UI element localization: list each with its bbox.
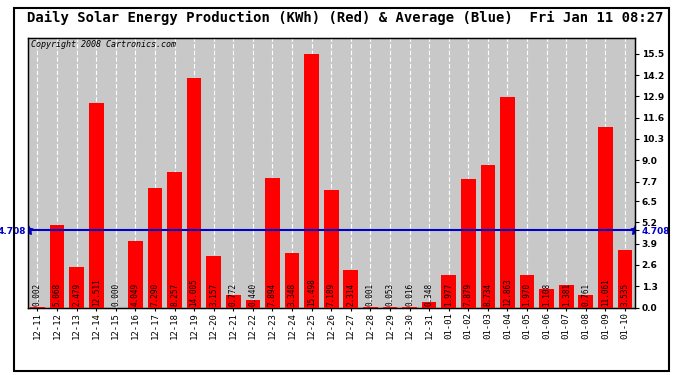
Bar <box>89 103 104 308</box>
Bar <box>344 270 358 308</box>
Text: 1.108: 1.108 <box>542 283 551 306</box>
Text: 5.068: 5.068 <box>52 283 61 306</box>
Text: 0.761: 0.761 <box>582 283 591 306</box>
Text: 8.257: 8.257 <box>170 283 179 306</box>
Text: 0.348: 0.348 <box>424 283 433 306</box>
Bar <box>500 97 515 308</box>
Text: 0.000: 0.000 <box>111 283 120 306</box>
Text: 8.734: 8.734 <box>484 283 493 306</box>
Bar <box>265 178 279 308</box>
Text: 7.290: 7.290 <box>150 283 159 306</box>
Text: 1.970: 1.970 <box>522 283 531 306</box>
Bar <box>148 188 162 308</box>
Text: 12.511: 12.511 <box>92 279 101 306</box>
Bar <box>383 307 397 308</box>
Text: 3.535: 3.535 <box>620 283 629 306</box>
Bar <box>285 253 299 308</box>
Bar <box>442 275 456 308</box>
Text: 2.314: 2.314 <box>346 283 355 306</box>
Bar <box>540 290 554 308</box>
Bar <box>187 78 201 308</box>
Bar <box>598 126 613 308</box>
Text: 7.189: 7.189 <box>326 283 336 306</box>
Text: 15.498: 15.498 <box>307 279 316 306</box>
Bar <box>422 302 437 307</box>
Bar <box>50 225 64 308</box>
Text: 7.894: 7.894 <box>268 283 277 306</box>
Text: 14.005: 14.005 <box>190 279 199 306</box>
Text: 0.001: 0.001 <box>366 283 375 306</box>
Text: 1.381: 1.381 <box>562 283 571 306</box>
Bar <box>226 295 241 307</box>
Bar <box>167 172 182 308</box>
Bar <box>461 178 475 308</box>
Text: 0.772: 0.772 <box>229 283 238 306</box>
Text: 4.049: 4.049 <box>131 283 140 306</box>
Bar <box>520 275 535 308</box>
Text: 7.879: 7.879 <box>464 283 473 306</box>
Bar <box>206 256 221 308</box>
Text: 11.061: 11.061 <box>601 279 610 306</box>
Text: 0.053: 0.053 <box>386 283 395 306</box>
Text: Copyright 2008 Cartronics.com: Copyright 2008 Cartronics.com <box>30 40 176 49</box>
Bar <box>480 165 495 308</box>
Bar <box>128 241 143 308</box>
Text: Daily Solar Energy Production (KWh) (Red) & Average (Blue)  Fri Jan 11 08:27: Daily Solar Energy Production (KWh) (Red… <box>27 11 663 26</box>
Text: 1.977: 1.977 <box>444 283 453 306</box>
Text: 12.863: 12.863 <box>503 279 512 306</box>
Text: 3.157: 3.157 <box>209 283 218 306</box>
Text: 0.016: 0.016 <box>405 283 414 306</box>
Bar <box>246 300 260 307</box>
Bar <box>578 295 593 307</box>
Bar <box>324 190 339 308</box>
Text: 2.479: 2.479 <box>72 283 81 306</box>
Bar <box>304 54 319 307</box>
Text: 3.348: 3.348 <box>288 283 297 306</box>
Bar <box>559 285 573 308</box>
Text: 0.440: 0.440 <box>248 283 257 306</box>
Bar <box>69 267 84 308</box>
Bar <box>618 250 632 308</box>
Text: 0.002: 0.002 <box>33 283 42 306</box>
